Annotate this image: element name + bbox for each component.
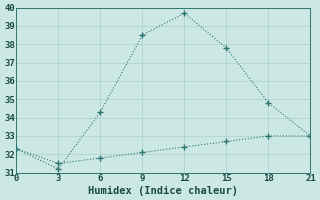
X-axis label: Humidex (Indice chaleur): Humidex (Indice chaleur) xyxy=(88,186,238,196)
